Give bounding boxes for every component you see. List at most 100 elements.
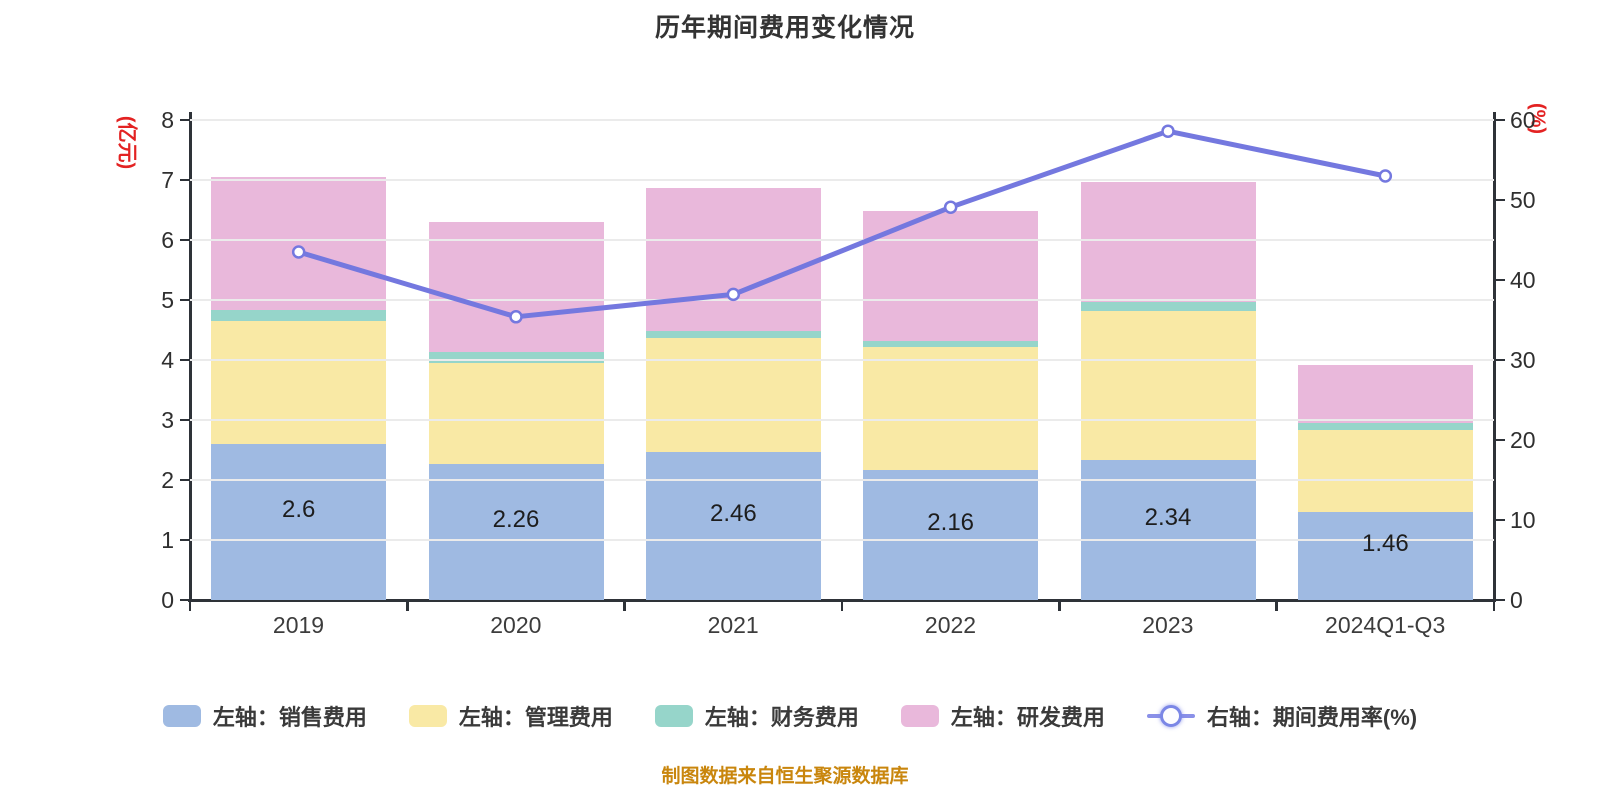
x-axis-tick <box>406 601 409 611</box>
bar-segment-rd[interactable] <box>1080 181 1256 302</box>
left-axis-tick-label: 8 <box>161 107 174 133</box>
x-axis-tick <box>188 601 192 611</box>
legend-label: 左轴：销售费用 <box>212 705 367 730</box>
grid-line <box>190 478 1494 482</box>
grid-line <box>190 178 1494 182</box>
left-axis-tick <box>180 478 189 482</box>
bar-value-label: 2.34 <box>1144 503 1192 531</box>
bar-segment-rd[interactable] <box>211 177 387 311</box>
left-axis-tick <box>180 298 189 302</box>
legend-item-sales[interactable]: 左轴：销售费用 <box>162 700 367 732</box>
bar-segment-sales[interactable] <box>1080 459 1256 600</box>
bar-segment-rd[interactable] <box>428 222 604 353</box>
bottom-axis-line <box>188 598 1496 602</box>
left-axis-tick <box>180 358 189 362</box>
left-axis-tick <box>180 598 189 602</box>
right-axis-tick <box>1495 118 1505 122</box>
left-axis-tick-label: 1 <box>161 527 174 553</box>
grid-line <box>190 358 1494 362</box>
legend-item-rd[interactable]: 左轴：研发费用 <box>900 700 1105 732</box>
bar-segment-admin[interactable] <box>428 363 604 465</box>
x-axis-tick <box>623 601 626 611</box>
bar-segment-sales[interactable] <box>1297 512 1473 600</box>
bar-segment-admin[interactable] <box>645 338 821 453</box>
x-axis-tick <box>1275 601 1278 611</box>
left-axis-tick-label: 6 <box>161 227 174 253</box>
left-axis-tick-label: 3 <box>161 407 174 433</box>
legend-swatch-icon <box>654 705 693 727</box>
bar-segment-finance[interactable] <box>863 340 1039 347</box>
bar-segment-finance[interactable] <box>211 310 387 321</box>
left-axis-tick-label: 7 <box>161 167 174 193</box>
grid-line <box>190 118 1494 122</box>
bar-segment-admin[interactable] <box>211 321 387 444</box>
bar-segment-rd[interactable] <box>863 211 1039 341</box>
bar-value-label: 2.6 <box>281 496 316 523</box>
bar-segment-sales[interactable] <box>863 470 1039 600</box>
bar-segment-sales[interactable] <box>645 452 821 600</box>
bar-segment-sales[interactable] <box>211 444 387 600</box>
left-axis-tick-label: 0 <box>161 587 174 613</box>
legend-line-marker-icon <box>1146 704 1195 728</box>
bar-segment-finance[interactable] <box>1080 301 1256 311</box>
bar-segment-rd[interactable] <box>645 187 821 332</box>
bar-segment-admin[interactable] <box>863 346 1039 471</box>
right-axis-tick-label: 10 <box>1510 507 1536 533</box>
bar-value-label: 1.46 <box>1361 530 1409 558</box>
right-axis-tick <box>1495 438 1505 442</box>
bar-segment-finance[interactable] <box>645 331 821 339</box>
right-axis-tick-label: 30 <box>1510 347 1536 373</box>
right-axis-tick-label: 50 <box>1510 187 1536 213</box>
x-axis-label: 2023 <box>1142 612 1194 638</box>
right-axis-tick-label: 40 <box>1510 267 1536 293</box>
legend-swatch-icon <box>408 705 447 727</box>
right-axis-tick <box>1495 358 1505 362</box>
bar-segment-finance[interactable] <box>1297 423 1473 431</box>
x-axis-label: 2020 <box>490 612 542 638</box>
x-axis-tick <box>840 601 844 611</box>
legend-label: 左轴：研发费用 <box>950 705 1105 730</box>
left-axis-tick <box>180 418 189 422</box>
left-axis-tick <box>180 238 189 242</box>
grid-line <box>190 238 1494 242</box>
right-axis-line <box>1492 112 1496 602</box>
x-axis-label: 2021 <box>707 612 759 638</box>
right-axis-tick <box>1495 278 1505 282</box>
x-axis-label: 2022 <box>924 612 977 638</box>
x-axis-tick <box>1492 601 1496 611</box>
chart-title: 历年期间费用变化情况 <box>654 14 915 42</box>
bar-segment-finance[interactable] <box>428 352 604 363</box>
legend-item-rate[interactable]: 右轴：期间费用率(%) <box>1146 700 1418 732</box>
left-axis-tick-label: 2 <box>161 467 174 493</box>
legend-label: 右轴：期间费用率(%) <box>1206 705 1418 730</box>
rate-line-marker[interactable] <box>1161 124 1175 138</box>
right-axis-tick-label: 60 <box>1510 107 1536 133</box>
grid-line <box>190 538 1494 542</box>
bar-segment-sales[interactable] <box>428 464 604 600</box>
x-axis-label: 2019 <box>272 612 325 638</box>
bar-segment-admin[interactable] <box>1297 430 1473 513</box>
grid-line <box>190 298 1494 302</box>
left-axis-tick-label: 4 <box>161 347 174 373</box>
legend-label: 左轴：财务费用 <box>704 705 859 730</box>
right-axis-tick <box>1495 598 1505 602</box>
bar-value-label: 2.26 <box>492 506 540 534</box>
legend-label: 左轴：管理费用 <box>458 705 613 730</box>
x-axis-tick <box>1058 601 1061 611</box>
right-axis-tick <box>1495 198 1505 202</box>
left-axis-line <box>188 112 192 602</box>
grid-line <box>190 418 1494 422</box>
bar-segment-rd[interactable] <box>1297 364 1473 423</box>
left-axis-tick <box>180 118 189 122</box>
bar-segment-admin[interactable] <box>1080 310 1256 460</box>
legend-swatch-icon <box>900 705 939 727</box>
left-axis-tick-label: 5 <box>161 287 174 313</box>
left-axis-tick <box>180 538 189 542</box>
bar-value-label: 2.16 <box>927 509 975 537</box>
legend-swatch-icon <box>162 705 201 727</box>
legend: 左轴：销售费用 左轴：管理费用 左轴：财务费用 左轴：研发费用 右轴：期间费用率(%) <box>0 700 1580 732</box>
legend-item-finance[interactable]: 左轴：财务费用 <box>654 700 859 732</box>
legend-item-admin[interactable]: 左轴：管理费用 <box>408 700 613 732</box>
right-axis-tick-label: 0 <box>1510 587 1523 613</box>
